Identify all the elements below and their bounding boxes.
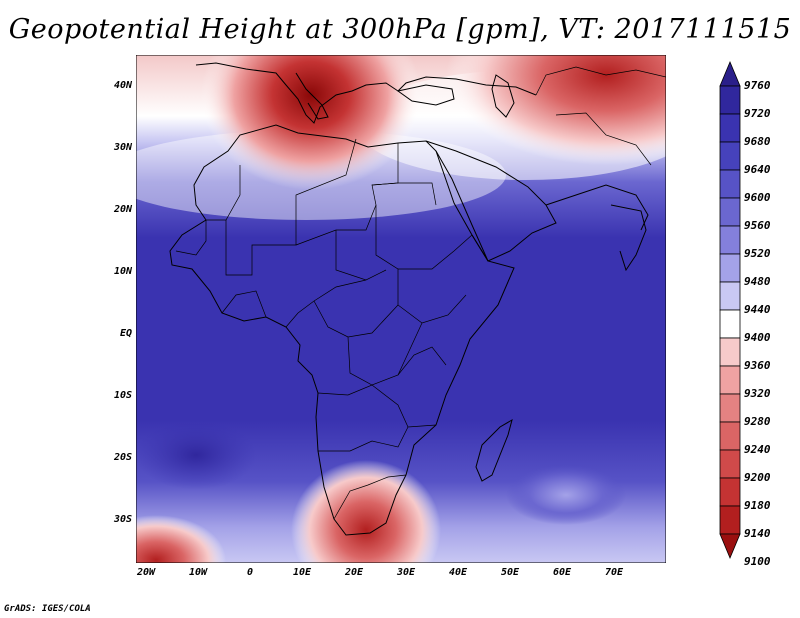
lon-tick-label: 40E [448, 567, 468, 578]
colorbar-level-label: 9360 [744, 359, 771, 372]
colorbar-level-label: 9600 [744, 191, 771, 204]
colorbar-segment [719, 449, 741, 479]
lat-tick-label: 40N [113, 80, 132, 91]
colorbar-level-label: 9240 [744, 443, 771, 456]
colorbar-segment [719, 225, 741, 255]
lon-tick-label: 10E [292, 567, 312, 578]
india [610, 204, 647, 272]
colorbar-level-label: 9640 [744, 163, 771, 176]
colorbar-level-label: 9760 [744, 79, 771, 92]
colorbar-segment [719, 197, 741, 227]
coastlines [169, 62, 649, 536]
colorbar [719, 60, 741, 560]
lon-tick-label: 70E [604, 567, 624, 578]
arabia [425, 140, 557, 262]
lat-tick-label: 20S [113, 452, 132, 463]
lon-tick-label: 20E [344, 567, 364, 578]
colorbar-level-label: 9680 [744, 135, 771, 148]
persian-gulf-coast [545, 184, 649, 231]
colorbar-level-label: 9100 [744, 555, 771, 568]
africa-coastline [169, 124, 515, 536]
colorbar-segment [719, 393, 741, 423]
caspian-sea [491, 74, 515, 118]
colorbar-segment [719, 421, 741, 451]
colorbar-level-label: 9140 [744, 527, 771, 540]
lon-tick-label: 50E [500, 567, 520, 578]
colorbar-level-label: 9560 [744, 219, 771, 232]
colorbar-level-label: 9400 [744, 331, 771, 344]
lat-tick-label: 10S [113, 390, 132, 401]
italy [295, 72, 329, 120]
colorbar-arrow-bottom [719, 533, 741, 560]
lon-tick-label: 60E [552, 567, 572, 578]
colorbar-level-label: 9200 [744, 471, 771, 484]
colorbar-arrow-top [719, 60, 741, 87]
colorbar-segment [719, 85, 741, 115]
colorbar-level-label: 9180 [744, 499, 771, 512]
colorbar-segment [719, 365, 741, 395]
europe-coastline [195, 62, 537, 124]
lat-tick-label: 10N [113, 266, 132, 277]
colorbar-segment [719, 253, 741, 283]
lat-tick-label: 20N [113, 204, 132, 215]
colorbar-segment [719, 281, 741, 311]
colorbar-segment [719, 309, 741, 339]
lon-tick-label: 0 [246, 567, 254, 578]
colorbar-segment [719, 337, 741, 367]
colorbar-level-label: 9480 [744, 275, 771, 288]
madagascar [475, 418, 513, 482]
lat-tick-label: 30N [113, 142, 132, 153]
colorbar-segment [719, 141, 741, 171]
lon-tick-label: 30E [396, 567, 416, 578]
colorbar-segment [719, 477, 741, 507]
colorbar-segment [719, 505, 741, 535]
colorbar-level-label: 9280 [744, 415, 771, 428]
colorbar-level-label: 9720 [744, 107, 771, 120]
colorbar-level-label: 9440 [744, 303, 771, 316]
country-borders [175, 66, 666, 520]
geopotential-map [136, 55, 666, 563]
red-sea [435, 150, 489, 262]
colorbar-segment [719, 113, 741, 143]
lat-tick-label: 30S [113, 514, 132, 525]
grads-credit: GrADS: IGES/COLA [4, 604, 91, 614]
colorbar-segment [719, 169, 741, 199]
black-sea [396, 84, 455, 106]
colorbar-level-label: 9320 [744, 387, 771, 400]
lat-tick-label: EQ [119, 328, 132, 339]
lon-tick-label: 20W [136, 567, 156, 578]
colorbar-level-label: 9520 [744, 247, 771, 260]
lon-tick-label: 10W [188, 567, 208, 578]
map-title: Geopotential Height at 300hPa [gpm], VT:… [8, 14, 792, 45]
